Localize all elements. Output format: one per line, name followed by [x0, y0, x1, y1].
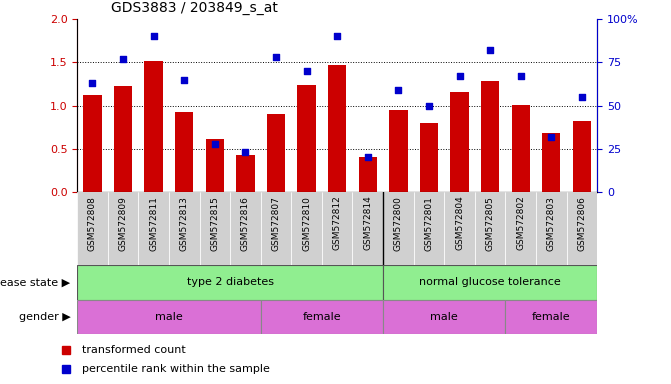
- Text: transformed count: transformed count: [83, 345, 186, 355]
- Text: GSM572807: GSM572807: [272, 196, 280, 250]
- Point: [362, 154, 373, 161]
- Text: GSM572808: GSM572808: [88, 196, 97, 250]
- Bar: [169, 192, 199, 265]
- Text: GSM572801: GSM572801: [425, 196, 433, 250]
- Bar: [358, 157, 377, 192]
- Bar: [573, 121, 591, 192]
- Bar: [138, 192, 169, 265]
- Bar: [566, 192, 597, 265]
- Point: [454, 73, 465, 79]
- Text: female: female: [532, 312, 570, 322]
- Point: [240, 149, 251, 156]
- Bar: [83, 95, 101, 192]
- Text: type 2 diabetes: type 2 diabetes: [187, 277, 274, 287]
- Point: [515, 73, 526, 79]
- Bar: [505, 192, 536, 265]
- Text: GDS3883 / 203849_s_at: GDS3883 / 203849_s_at: [111, 2, 278, 15]
- Point: [332, 33, 343, 40]
- Text: GSM572804: GSM572804: [455, 196, 464, 250]
- Text: gender ▶: gender ▶: [19, 312, 70, 322]
- Point: [209, 141, 220, 147]
- Text: GSM572812: GSM572812: [333, 196, 342, 250]
- Text: female: female: [303, 312, 341, 322]
- Bar: [511, 105, 530, 192]
- Text: GSM572806: GSM572806: [577, 196, 586, 250]
- Bar: [291, 192, 322, 265]
- Text: GSM572810: GSM572810: [302, 196, 311, 250]
- Point: [301, 68, 312, 74]
- Point: [393, 87, 404, 93]
- Text: GSM572811: GSM572811: [149, 196, 158, 250]
- Text: GSM572815: GSM572815: [210, 196, 219, 250]
- Text: disease state ▶: disease state ▶: [0, 277, 70, 287]
- Point: [484, 47, 495, 53]
- Point: [546, 134, 557, 140]
- Bar: [420, 123, 438, 192]
- Point: [576, 94, 587, 100]
- Bar: [77, 192, 108, 265]
- Point: [148, 33, 159, 40]
- Point: [179, 77, 190, 83]
- Bar: [383, 265, 597, 300]
- Text: male: male: [430, 312, 458, 322]
- Bar: [322, 192, 352, 265]
- Text: normal glucose tolerance: normal glucose tolerance: [419, 277, 561, 287]
- Point: [270, 54, 281, 60]
- Point: [117, 56, 128, 62]
- Text: GSM572805: GSM572805: [486, 196, 495, 250]
- Bar: [444, 192, 475, 265]
- Bar: [297, 85, 316, 192]
- Bar: [77, 265, 383, 300]
- Bar: [199, 192, 230, 265]
- Point: [87, 80, 98, 86]
- Text: GSM572813: GSM572813: [180, 196, 189, 250]
- Text: GSM572802: GSM572802: [516, 196, 525, 250]
- Bar: [114, 86, 132, 192]
- Bar: [261, 192, 291, 265]
- Bar: [536, 192, 566, 265]
- Bar: [230, 192, 261, 265]
- Text: GSM572803: GSM572803: [547, 196, 556, 250]
- Bar: [352, 192, 383, 265]
- Bar: [383, 300, 505, 334]
- Bar: [236, 155, 254, 192]
- Bar: [328, 65, 346, 192]
- Bar: [261, 300, 383, 334]
- Bar: [205, 139, 224, 192]
- Point: [423, 103, 434, 109]
- Text: GSM572809: GSM572809: [119, 196, 127, 250]
- Bar: [175, 112, 193, 192]
- Bar: [144, 61, 163, 192]
- Bar: [481, 81, 499, 192]
- Bar: [267, 114, 285, 192]
- Text: male: male: [155, 312, 183, 322]
- Bar: [450, 92, 469, 192]
- Text: percentile rank within the sample: percentile rank within the sample: [83, 364, 270, 374]
- Bar: [505, 300, 597, 334]
- Text: GSM572814: GSM572814: [363, 196, 372, 250]
- Bar: [475, 192, 505, 265]
- Text: GSM572816: GSM572816: [241, 196, 250, 250]
- Bar: [389, 110, 407, 192]
- Bar: [77, 300, 261, 334]
- Text: GSM572800: GSM572800: [394, 196, 403, 250]
- Bar: [542, 133, 560, 192]
- Bar: [383, 192, 413, 265]
- Bar: [108, 192, 138, 265]
- Bar: [413, 192, 444, 265]
